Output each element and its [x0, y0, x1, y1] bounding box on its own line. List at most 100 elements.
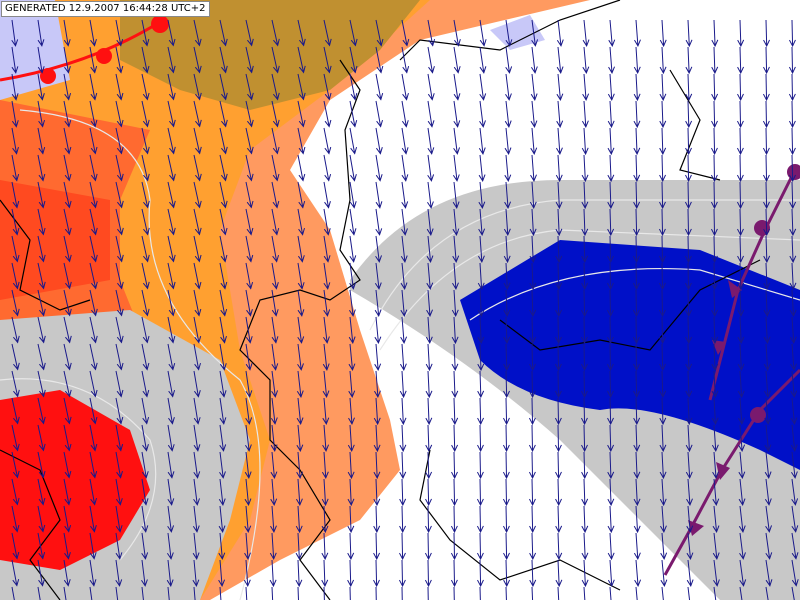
- wind-arrow: [478, 235, 485, 264]
- wind-arrow: [607, 451, 615, 480]
- wind-arrow: [63, 127, 72, 155]
- wind-arrow: [141, 100, 150, 128]
- wind-arrow: [115, 505, 123, 533]
- wind-arrow: [141, 19, 150, 47]
- wind-arrow: [347, 505, 355, 534]
- wind-arrow: [37, 235, 46, 263]
- wind-arrow: [453, 19, 461, 47]
- wind-arrow: [581, 100, 589, 129]
- wind-arrow: [63, 154, 72, 182]
- wind-arrow: [37, 343, 46, 371]
- wind-arrow: [450, 559, 458, 588]
- wind-arrow: [425, 505, 432, 534]
- wind-arrow: [711, 262, 718, 291]
- wind-arrow: [349, 100, 358, 128]
- wind-arrow: [427, 19, 436, 47]
- wind-arrow: [607, 505, 615, 534]
- wind-arrow: [245, 208, 254, 236]
- wind-arrow: [632, 316, 640, 345]
- wind-arrow: [503, 316, 511, 345]
- wind-arrow: [63, 46, 71, 74]
- wind-arrow: [479, 46, 487, 74]
- wind-arrow: [323, 208, 331, 236]
- wind-arrow: [37, 262, 46, 290]
- wind-arrow: [297, 19, 306, 47]
- wind-arrow: [503, 532, 510, 561]
- wind-arrow: [167, 478, 175, 506]
- wind-arrow: [607, 532, 615, 561]
- wind-arrow: [556, 19, 564, 47]
- wind-arrow: [349, 262, 357, 290]
- wind-arrow: [503, 289, 511, 318]
- wind-arrow: [115, 19, 124, 47]
- wind-arrow: [323, 262, 331, 290]
- wind-arrow: [530, 100, 538, 128]
- wind-arrow: [425, 424, 433, 453]
- wind-arrow: [115, 343, 124, 371]
- wind-arrow: [375, 73, 384, 101]
- wind-arrow: [710, 208, 718, 237]
- wind-arrow: [167, 235, 176, 263]
- wind-arrow: [713, 559, 720, 587]
- wind-arrow: [660, 505, 667, 534]
- wind-arrow: [141, 46, 150, 74]
- wind-arrow: [763, 289, 771, 318]
- wind-arrow: [297, 208, 305, 236]
- wind-arrow: [502, 478, 510, 507]
- wind-arrow: [401, 127, 409, 155]
- wind-arrow: [685, 100, 693, 129]
- wind-arrow: [425, 451, 433, 480]
- wind-arrow: [451, 424, 459, 453]
- wind-arrow: [658, 262, 666, 291]
- wind-arrow: [711, 424, 719, 453]
- front-symbol: [712, 340, 726, 355]
- wind-arrow: [270, 478, 278, 507]
- wind-arrow: [789, 19, 796, 48]
- wind-arrow: [425, 370, 433, 399]
- wind-arrow: [37, 289, 46, 317]
- wind-arrow: [37, 424, 46, 452]
- wind-arrow: [11, 127, 19, 155]
- wind-arrow: [401, 154, 409, 182]
- wind-arrow: [373, 451, 381, 480]
- wind-arrow: [167, 46, 176, 74]
- wind-arrow: [401, 100, 409, 128]
- wind-arrow: [710, 181, 718, 210]
- wind-arrow: [219, 19, 228, 47]
- occluded-front: [663, 164, 800, 576]
- wind-arrow: [632, 235, 640, 264]
- wind-arrow: [453, 73, 461, 101]
- wind-arrow: [37, 532, 46, 560]
- wind-arrow: [504, 181, 512, 210]
- wind-arrows: [11, 19, 799, 600]
- wind-arrow: [633, 46, 641, 75]
- wind-arrow: [115, 46, 124, 74]
- wind-arrow: [269, 559, 277, 588]
- wind-arrow: [685, 370, 693, 399]
- wind-arrow: [581, 559, 589, 588]
- front-symbol: [40, 68, 56, 84]
- wind-arrow: [89, 181, 98, 209]
- wind-arrow: [37, 127, 46, 155]
- wind-arrow: [659, 73, 667, 102]
- wind-arrow: [193, 181, 202, 209]
- wind-arrow: [167, 208, 176, 236]
- wind-arrow: [791, 505, 799, 533]
- wind-arrow: [193, 397, 201, 425]
- wind-arrow: [115, 73, 124, 101]
- wind-arrow: [11, 181, 20, 209]
- wind-arrow: [789, 181, 797, 210]
- wind-arrow: [633, 370, 640, 399]
- wind-arrow: [582, 46, 590, 75]
- wind-arrow: [789, 262, 797, 291]
- wind-arrow: [503, 262, 511, 291]
- wind-arrow: [399, 424, 407, 453]
- wind-arrow: [63, 208, 72, 236]
- wind-arrow: [788, 73, 796, 102]
- wind-arrow: [529, 478, 536, 507]
- wind-arrow: [451, 316, 459, 345]
- wind-arrow: [245, 289, 253, 317]
- wind-arrow: [660, 559, 668, 588]
